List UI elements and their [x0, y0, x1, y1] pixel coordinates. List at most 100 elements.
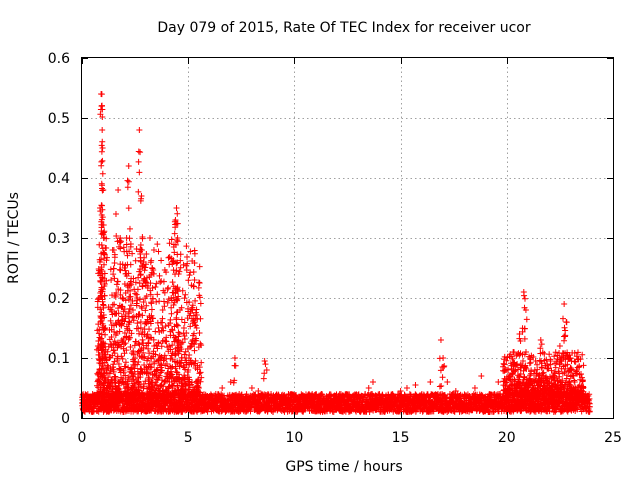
data-point	[107, 266, 114, 273]
data-point	[140, 298, 147, 305]
data-point	[133, 291, 140, 298]
data-point	[163, 269, 170, 276]
data-point	[142, 307, 149, 314]
data-point	[129, 250, 136, 257]
data-point	[178, 304, 185, 311]
data-point	[190, 283, 197, 290]
data-point	[163, 338, 170, 345]
data-point	[178, 316, 185, 323]
data-point	[161, 352, 168, 359]
data-point	[177, 264, 184, 271]
data-point	[177, 257, 184, 264]
data-point	[186, 352, 193, 359]
data-point	[147, 291, 154, 298]
data-point	[170, 301, 177, 308]
data-point	[169, 279, 176, 286]
data-point	[183, 243, 190, 250]
data-point	[172, 394, 179, 401]
data-point	[187, 310, 194, 317]
data-point	[186, 299, 193, 306]
data-point	[111, 338, 118, 345]
data-point	[149, 315, 156, 322]
data-point	[198, 374, 205, 381]
data-point	[147, 280, 154, 287]
data-point	[135, 359, 142, 366]
data-point	[179, 339, 186, 346]
data-point	[195, 279, 202, 286]
data-point	[154, 366, 161, 373]
data-point	[136, 330, 143, 337]
data-point	[132, 290, 139, 297]
data-point	[129, 298, 136, 305]
data-point	[155, 248, 162, 255]
data-point	[182, 382, 189, 389]
data-point	[152, 284, 159, 291]
data-point	[355, 391, 362, 398]
data-point	[137, 324, 144, 331]
data-point	[196, 294, 203, 301]
data-point	[162, 323, 169, 330]
data-point	[150, 270, 157, 277]
data-point	[114, 402, 121, 409]
data-point	[150, 246, 157, 253]
data-point	[168, 382, 175, 389]
data-point	[152, 351, 159, 358]
data-point	[191, 247, 198, 254]
data-point	[143, 302, 150, 309]
data-point	[110, 271, 117, 278]
data-point	[185, 277, 192, 284]
data-point	[179, 287, 186, 294]
data-point	[167, 316, 174, 323]
data-point	[184, 254, 191, 261]
data-point	[149, 380, 156, 387]
data-point	[164, 299, 171, 306]
data-point	[187, 248, 194, 255]
data-point	[154, 241, 161, 248]
data-point	[154, 345, 161, 352]
data-point	[191, 259, 198, 266]
data-point	[190, 269, 197, 276]
data-point	[183, 267, 190, 274]
data-point	[153, 298, 160, 305]
data-point	[161, 289, 168, 296]
data-point	[108, 277, 115, 284]
data-point	[181, 319, 188, 326]
data-point	[134, 286, 141, 293]
data-point	[111, 260, 118, 267]
data-point	[197, 300, 204, 307]
data-point	[104, 254, 111, 261]
data-point	[122, 408, 129, 415]
data-point	[168, 326, 175, 333]
data-point	[154, 291, 161, 298]
data-point	[132, 279, 139, 286]
data-point	[195, 284, 202, 291]
data-point	[153, 280, 160, 287]
data-point	[197, 369, 204, 376]
data-point	[169, 327, 176, 334]
data-point	[198, 359, 205, 366]
data-point	[166, 240, 173, 247]
data-point	[198, 342, 205, 349]
data-point	[150, 348, 157, 355]
data-point	[186, 376, 193, 383]
data-point	[109, 301, 116, 308]
data-point	[131, 342, 138, 349]
data-point	[164, 285, 171, 292]
data-point	[98, 293, 105, 300]
data-point	[160, 278, 167, 285]
grid	[82, 58, 613, 418]
data-point	[182, 291, 189, 298]
data-point	[156, 272, 163, 279]
data-point	[172, 241, 179, 248]
data-point	[120, 296, 127, 303]
data-point	[197, 340, 204, 347]
data-point	[121, 330, 128, 337]
data-point	[137, 384, 144, 391]
data-point	[120, 376, 127, 383]
data-point	[187, 323, 194, 330]
data-point	[120, 345, 127, 352]
data-point	[146, 350, 153, 357]
data-point	[181, 295, 188, 302]
data-points	[79, 91, 593, 415]
